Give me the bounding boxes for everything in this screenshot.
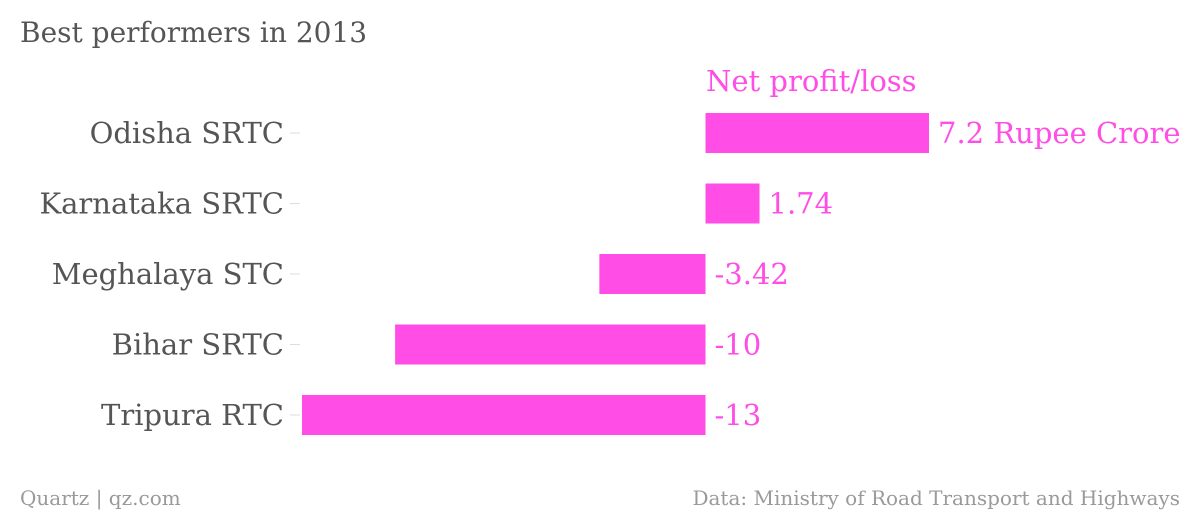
footer-credit: Quartz | qz.com [20, 486, 181, 511]
bar-meghalaya-stc [599, 254, 706, 294]
value-label-tripura-rtc: -13 [715, 398, 762, 432]
category-label-odisha-srtc: Odisha SRTC [90, 116, 284, 150]
value-label-meghalaya-stc: -3.42 [715, 257, 789, 291]
bar-odisha-srtc [705, 113, 929, 153]
series-name: Net profit/loss [706, 64, 917, 98]
category-label-meghalaya-stc: Meghalaya STC [52, 257, 284, 291]
value-label-karnataka-srtc: 1.74 [769, 187, 834, 221]
category-label-tripura-rtc: Tripura RTC [101, 398, 284, 432]
chart-title: Best performers in 2013 [20, 16, 367, 49]
bar-bihar-srtc [395, 324, 706, 365]
value-labels: 7.2 Rupee Crore 1.74 -3.42 -10 -13 [715, 116, 1181, 432]
category-ticks [290, 132, 300, 416]
value-label-bihar-srtc: -10 [715, 328, 762, 362]
bars [302, 113, 929, 435]
category-labels: Odisha SRTC Karnataka SRTC Meghalaya STC Bi… [39, 116, 284, 432]
value-label-odisha-srtc: 7.2 Rupee Crore [938, 116, 1181, 150]
footer-source: Data: Ministry of Road Transport and Hig… [692, 486, 1180, 510]
bar-karnataka-srtc [705, 183, 760, 224]
category-label-bihar-srtc: Bihar SRTC [112, 328, 284, 362]
category-label-karnataka-srtc: Karnataka SRTC [39, 187, 284, 221]
bar-tripura-rtc [302, 395, 706, 435]
